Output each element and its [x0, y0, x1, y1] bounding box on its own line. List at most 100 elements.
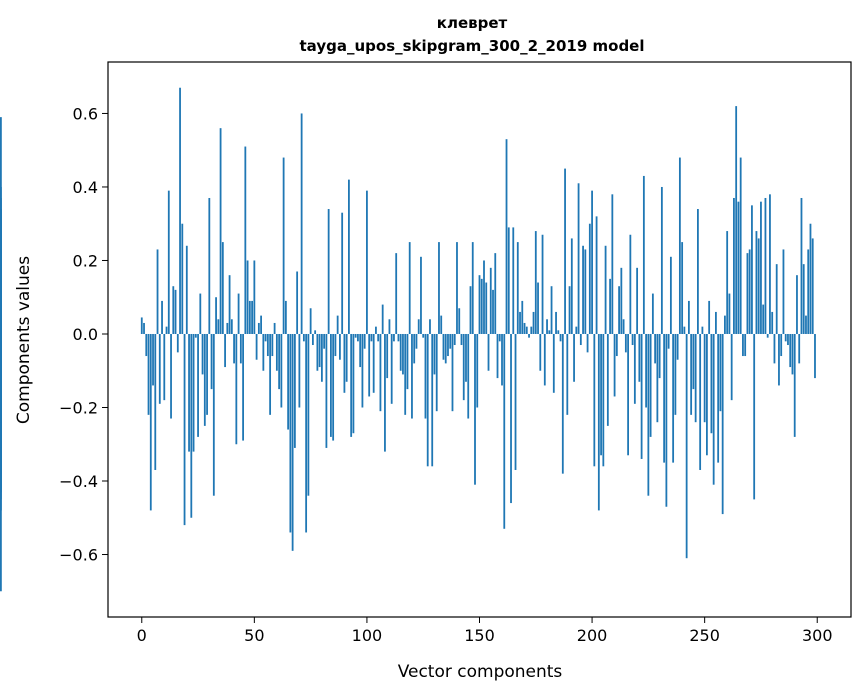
bar-10	[163, 333, 166, 401]
bar-240	[681, 242, 684, 334]
bar-269	[746, 253, 749, 334]
bar-290	[793, 333, 796, 437]
bar-97	[359, 333, 362, 368]
bar-109	[386, 333, 389, 379]
bar-49	[251, 300, 253, 334]
bar-165	[512, 227, 515, 334]
bar-183	[552, 333, 555, 393]
bar-286	[784, 333, 787, 342]
bar-86	[334, 333, 337, 357]
chart-subtitle: tayga_upos_skipgram_300_2_2019 model	[300, 37, 645, 55]
bar-210	[613, 333, 616, 397]
bar-120	[411, 333, 413, 419]
bar-12	[167, 190, 170, 334]
bar-15	[174, 289, 177, 334]
bar-148	[474, 333, 476, 485]
bar-149	[476, 333, 479, 408]
bar-2	[145, 333, 148, 357]
bar-142	[460, 333, 463, 346]
bar-289	[791, 333, 794, 375]
bar-104	[375, 326, 377, 334]
x-tick-label: 100	[352, 626, 383, 645]
bar-251	[706, 333, 708, 456]
bar-285	[782, 249, 785, 334]
bar-175	[534, 231, 537, 334]
bar-8	[158, 333, 161, 404]
bar-125	[422, 333, 425, 338]
bar-262	[730, 333, 733, 401]
bar-193	[575, 326, 578, 334]
bar-114	[397, 333, 400, 342]
bar-241	[683, 326, 686, 334]
bar-31	[210, 333, 213, 390]
bar-276	[762, 304, 765, 334]
bar-155	[489, 267, 492, 334]
y-tick-label: −0.4	[59, 472, 98, 491]
bar-277	[764, 197, 767, 334]
bar-243	[687, 300, 690, 334]
bar-117	[404, 333, 407, 415]
bar-178	[541, 234, 544, 334]
bar-238	[676, 333, 679, 360]
bar-75	[309, 308, 312, 334]
bar-71	[300, 113, 303, 334]
bar-140	[456, 242, 458, 334]
bar-229	[656, 333, 659, 423]
bar-248	[699, 333, 702, 470]
bar-217	[629, 234, 632, 334]
bar-282	[775, 264, 778, 334]
bar-225	[647, 333, 650, 496]
bar-292	[798, 333, 801, 364]
bar-275	[760, 201, 762, 334]
bar-79	[318, 333, 321, 368]
bar-266	[739, 157, 742, 334]
bar-84	[330, 333, 332, 437]
bar-181	[548, 330, 551, 334]
x-axis-ticks: 0 50 100 150 200 250 300	[137, 617, 833, 645]
bar-50	[253, 260, 256, 334]
bar-110	[388, 319, 391, 334]
bar-197	[584, 249, 587, 334]
bar-245	[692, 333, 695, 390]
bar-123	[417, 319, 420, 334]
y-tick-label: 0.0	[73, 325, 98, 344]
bar-189	[566, 333, 569, 415]
bar-108	[384, 333, 386, 452]
bar-138	[451, 333, 454, 412]
bar-85	[332, 333, 335, 441]
bar-208	[609, 278, 611, 334]
bar-227	[651, 293, 654, 334]
bar-219	[633, 333, 636, 404]
bar-195	[579, 333, 582, 346]
bar-191	[570, 238, 573, 334]
bar-3	[147, 333, 150, 415]
bar-271	[751, 205, 753, 334]
bars-group	[0, 87, 816, 592]
bar-190	[568, 286, 571, 334]
bar-211	[615, 333, 618, 357]
bar-279	[769, 194, 771, 334]
bar-242	[685, 333, 688, 559]
bar-293	[800, 197, 803, 334]
bar-188	[564, 168, 566, 334]
bar-30	[208, 197, 211, 334]
bar-294	[802, 264, 805, 334]
bar-48	[248, 300, 251, 334]
bar-66	[289, 333, 292, 533]
bar-270	[748, 249, 751, 334]
bar-33	[215, 297, 217, 334]
bar-99	[363, 333, 366, 349]
bar-288	[789, 333, 792, 368]
bar-69	[296, 271, 299, 334]
bar-185	[557, 330, 560, 334]
bar-213	[620, 267, 623, 334]
bar-55	[264, 333, 267, 342]
bar-267	[742, 333, 744, 357]
bar-40	[230, 319, 233, 334]
bar-283	[778, 333, 780, 386]
bar-209	[611, 194, 614, 334]
bar-111	[390, 333, 393, 404]
bar-137	[449, 333, 452, 349]
bar-102	[370, 333, 373, 342]
